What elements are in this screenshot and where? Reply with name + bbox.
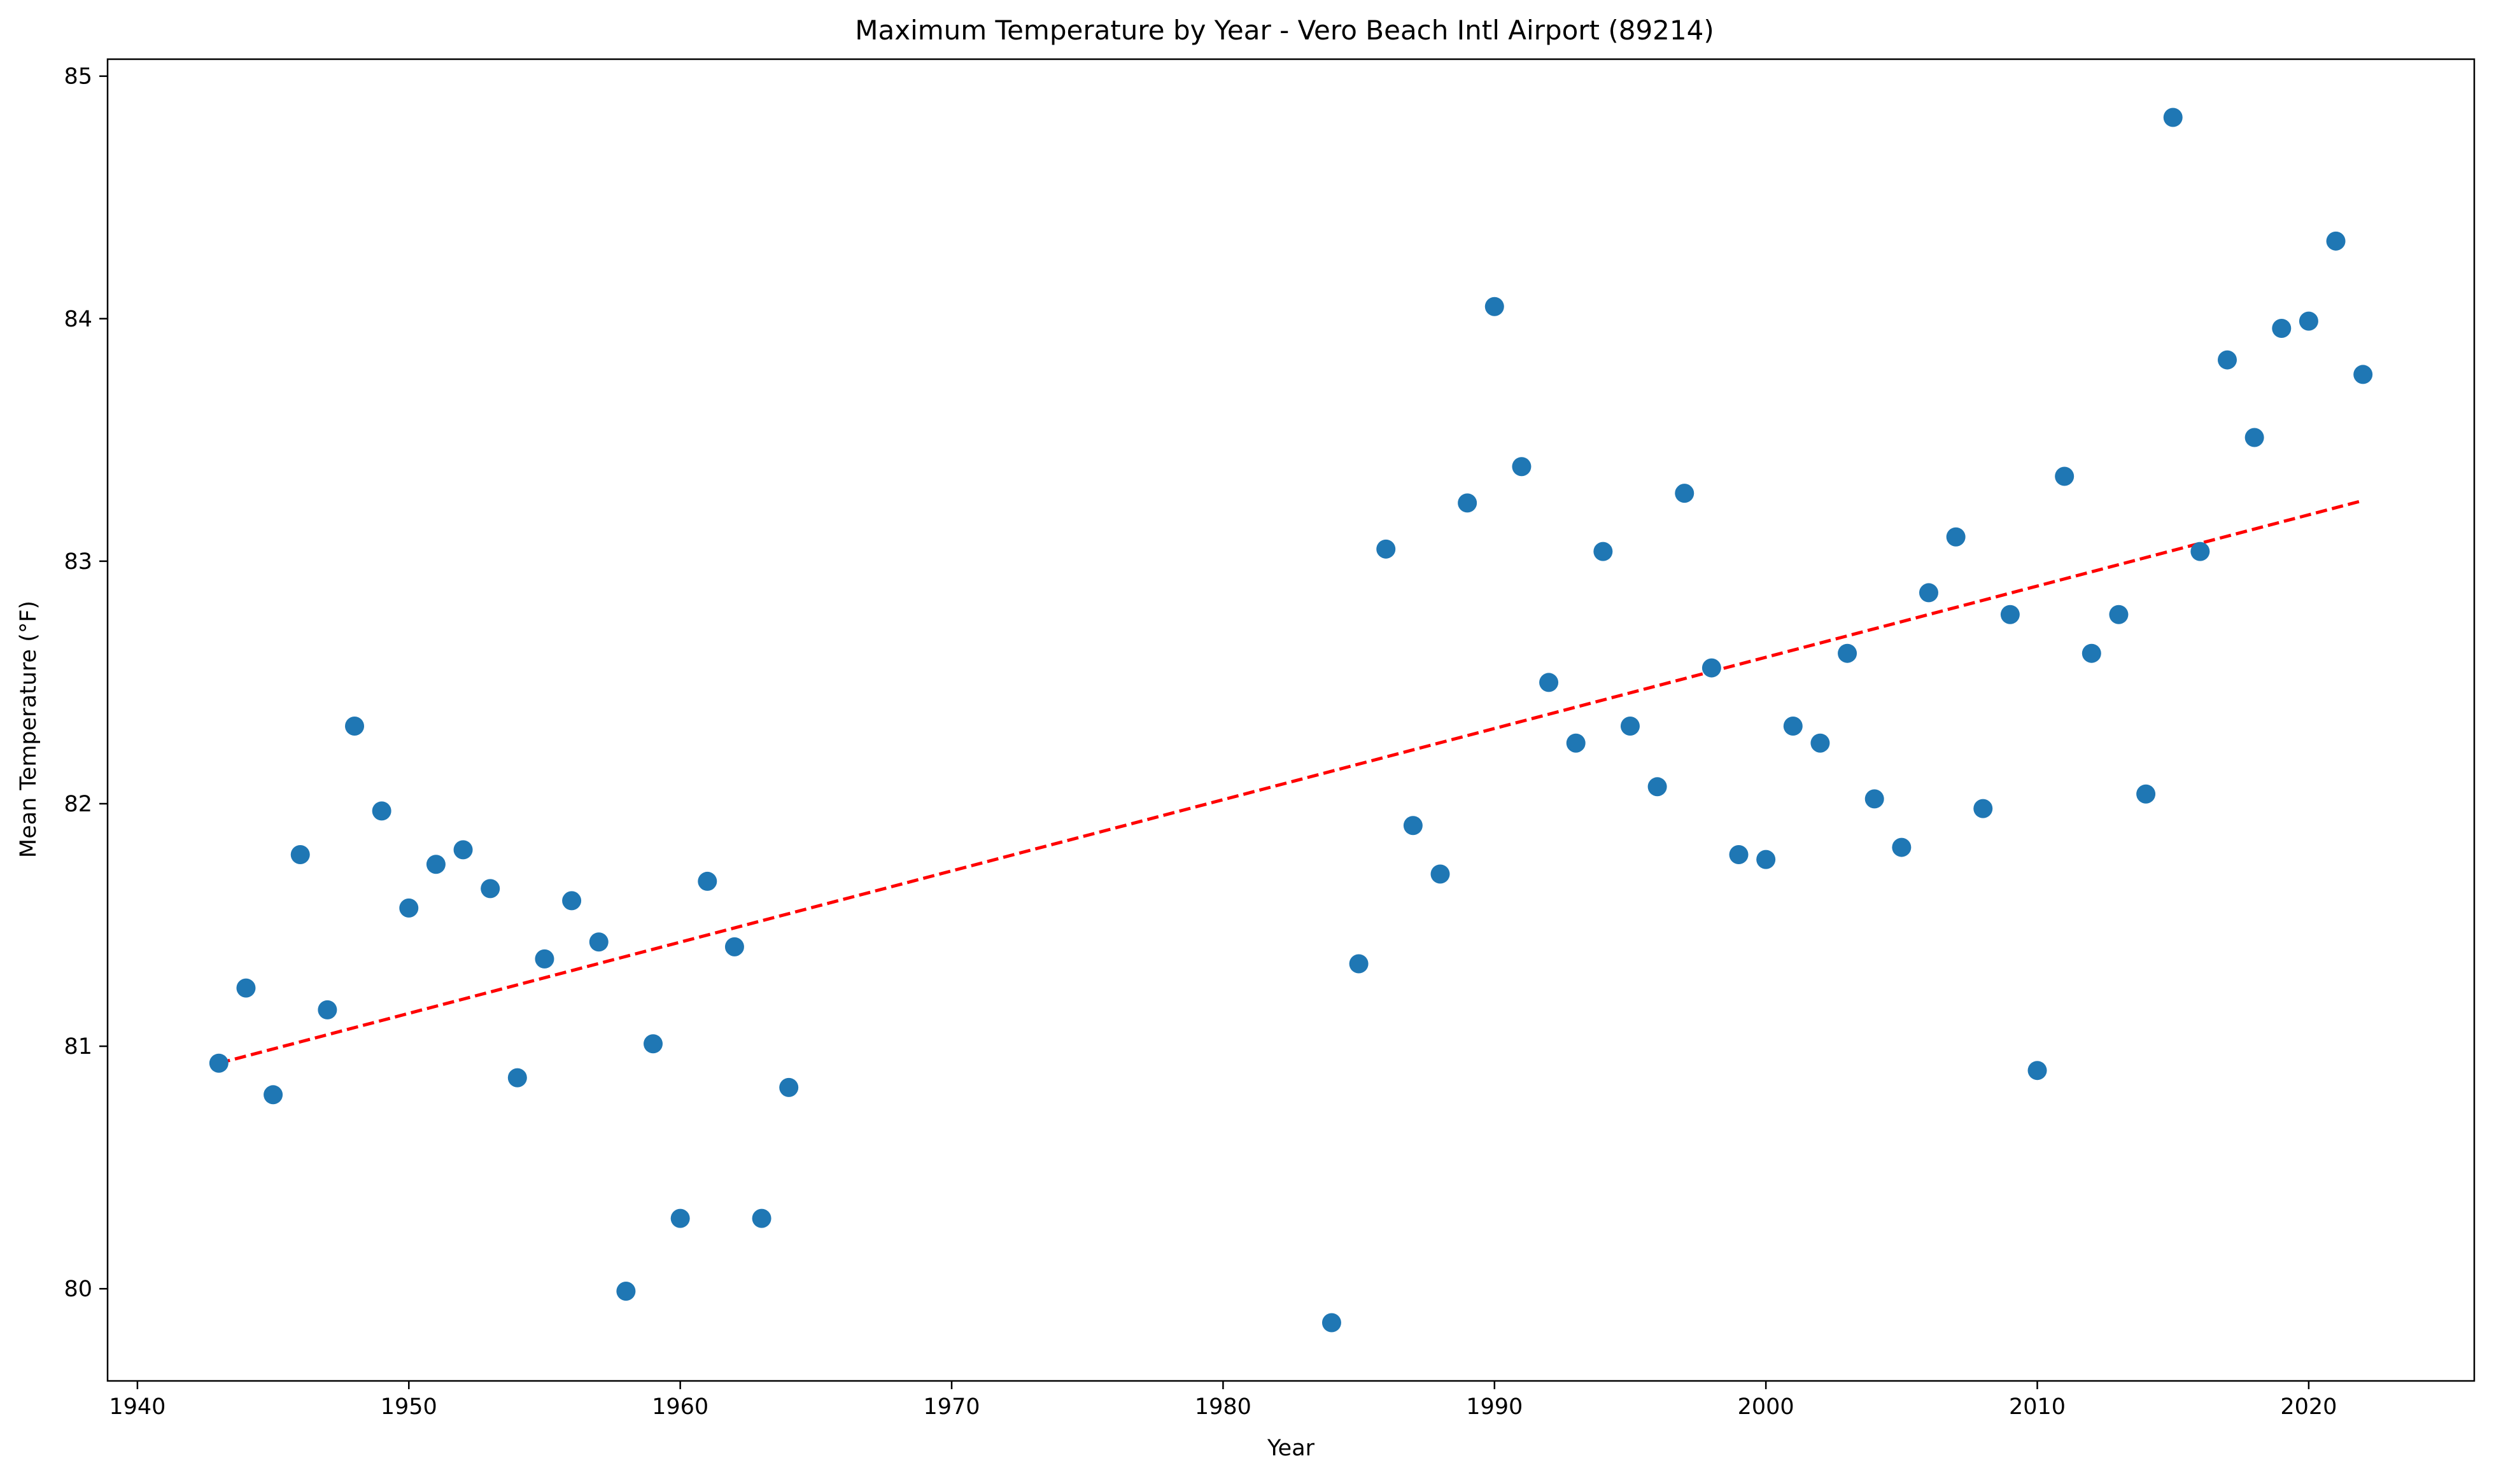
data-point [616, 1281, 636, 1301]
y-axis-label: Mean Temperature (°F) [16, 601, 41, 858]
data-point [1675, 484, 1694, 503]
data-point [1321, 1313, 1341, 1333]
data-point [1946, 527, 1966, 547]
x-tick-label: 1990 [1466, 1394, 1523, 1420]
y-tick-label: 84 [64, 307, 92, 332]
trendline-layer [218, 499, 2364, 1065]
data-point [698, 871, 717, 891]
data-point [209, 1053, 229, 1073]
data-point [724, 937, 744, 956]
data-point [1620, 717, 1640, 736]
data-point [2217, 350, 2237, 370]
data-point [318, 1000, 337, 1019]
data-point [644, 1034, 663, 1054]
data-point [1593, 542, 1613, 561]
data-point [562, 891, 582, 911]
data-point [779, 1077, 799, 1097]
data-point [481, 879, 500, 899]
data-point [2109, 605, 2129, 624]
data-point [535, 949, 554, 969]
data-point [1919, 583, 1938, 603]
y-tick-label: 85 [64, 64, 92, 90]
data-point [453, 840, 473, 860]
data-point [1539, 673, 1559, 692]
data-point [2055, 466, 2075, 486]
data-point [670, 1208, 690, 1228]
data-point [1838, 643, 1857, 663]
x-tick-label: 2020 [2280, 1394, 2337, 1420]
y-tick-label: 83 [64, 549, 92, 575]
x-tick-label: 1950 [381, 1394, 437, 1420]
data-point [1376, 539, 1396, 559]
data-point [507, 1068, 527, 1088]
data-point [2163, 108, 2183, 127]
data-point [2190, 542, 2210, 561]
data-point [1810, 733, 1830, 753]
data-point [372, 801, 391, 821]
trend-line [218, 499, 2364, 1065]
data-point [752, 1208, 771, 1228]
data-point [2244, 428, 2264, 447]
data-point [1458, 493, 1477, 513]
data-points-layer [209, 108, 2373, 1333]
data-point [1892, 837, 1912, 857]
data-point [2082, 643, 2101, 663]
data-point [426, 855, 446, 874]
data-point [1403, 816, 1423, 836]
data-point [2272, 319, 2292, 339]
data-point [399, 898, 419, 918]
x-tick-label: 1980 [1195, 1394, 1251, 1420]
y-tick-label: 81 [64, 1034, 92, 1060]
x-axis-label: Year [1267, 1436, 1315, 1461]
data-point [1864, 789, 1884, 809]
data-point [1701, 658, 1721, 678]
data-point [1566, 733, 1586, 753]
data-point [1756, 850, 1776, 869]
x-tick-label: 1960 [652, 1394, 708, 1420]
data-point [2326, 231, 2346, 251]
data-point [2299, 311, 2318, 331]
data-point [1512, 457, 1532, 477]
data-point [1783, 717, 1803, 736]
data-point [1729, 845, 1749, 865]
x-tick-label: 1940 [109, 1394, 166, 1420]
data-point [2136, 784, 2156, 804]
data-point [589, 932, 609, 952]
x-tick-label: 2000 [1738, 1394, 1794, 1420]
data-point [2353, 365, 2373, 384]
y-tick-label: 82 [64, 792, 92, 817]
data-point [264, 1085, 283, 1105]
data-point [345, 717, 365, 736]
y-tick-label: 80 [64, 1277, 92, 1302]
data-point [1484, 297, 1504, 316]
data-point [1430, 864, 1450, 884]
data-point [1647, 777, 1667, 797]
x-tick-label: 2010 [2009, 1394, 2066, 1420]
data-point [2000, 605, 2020, 624]
data-point [1349, 954, 1369, 974]
data-point [290, 845, 310, 865]
axis-layer: 1940 1950 1960 1970 1980 1990 2000 2010 2020 80 81… [64, 64, 2337, 1420]
data-point [1973, 799, 1993, 818]
data-point [236, 978, 256, 998]
plot-frame [106, 58, 2476, 1382]
data-point [2027, 1061, 2047, 1081]
chart-title: Maximum Temperature by Year - Vero Beach… [855, 15, 1714, 46]
x-tick-label: 1970 [923, 1394, 980, 1420]
